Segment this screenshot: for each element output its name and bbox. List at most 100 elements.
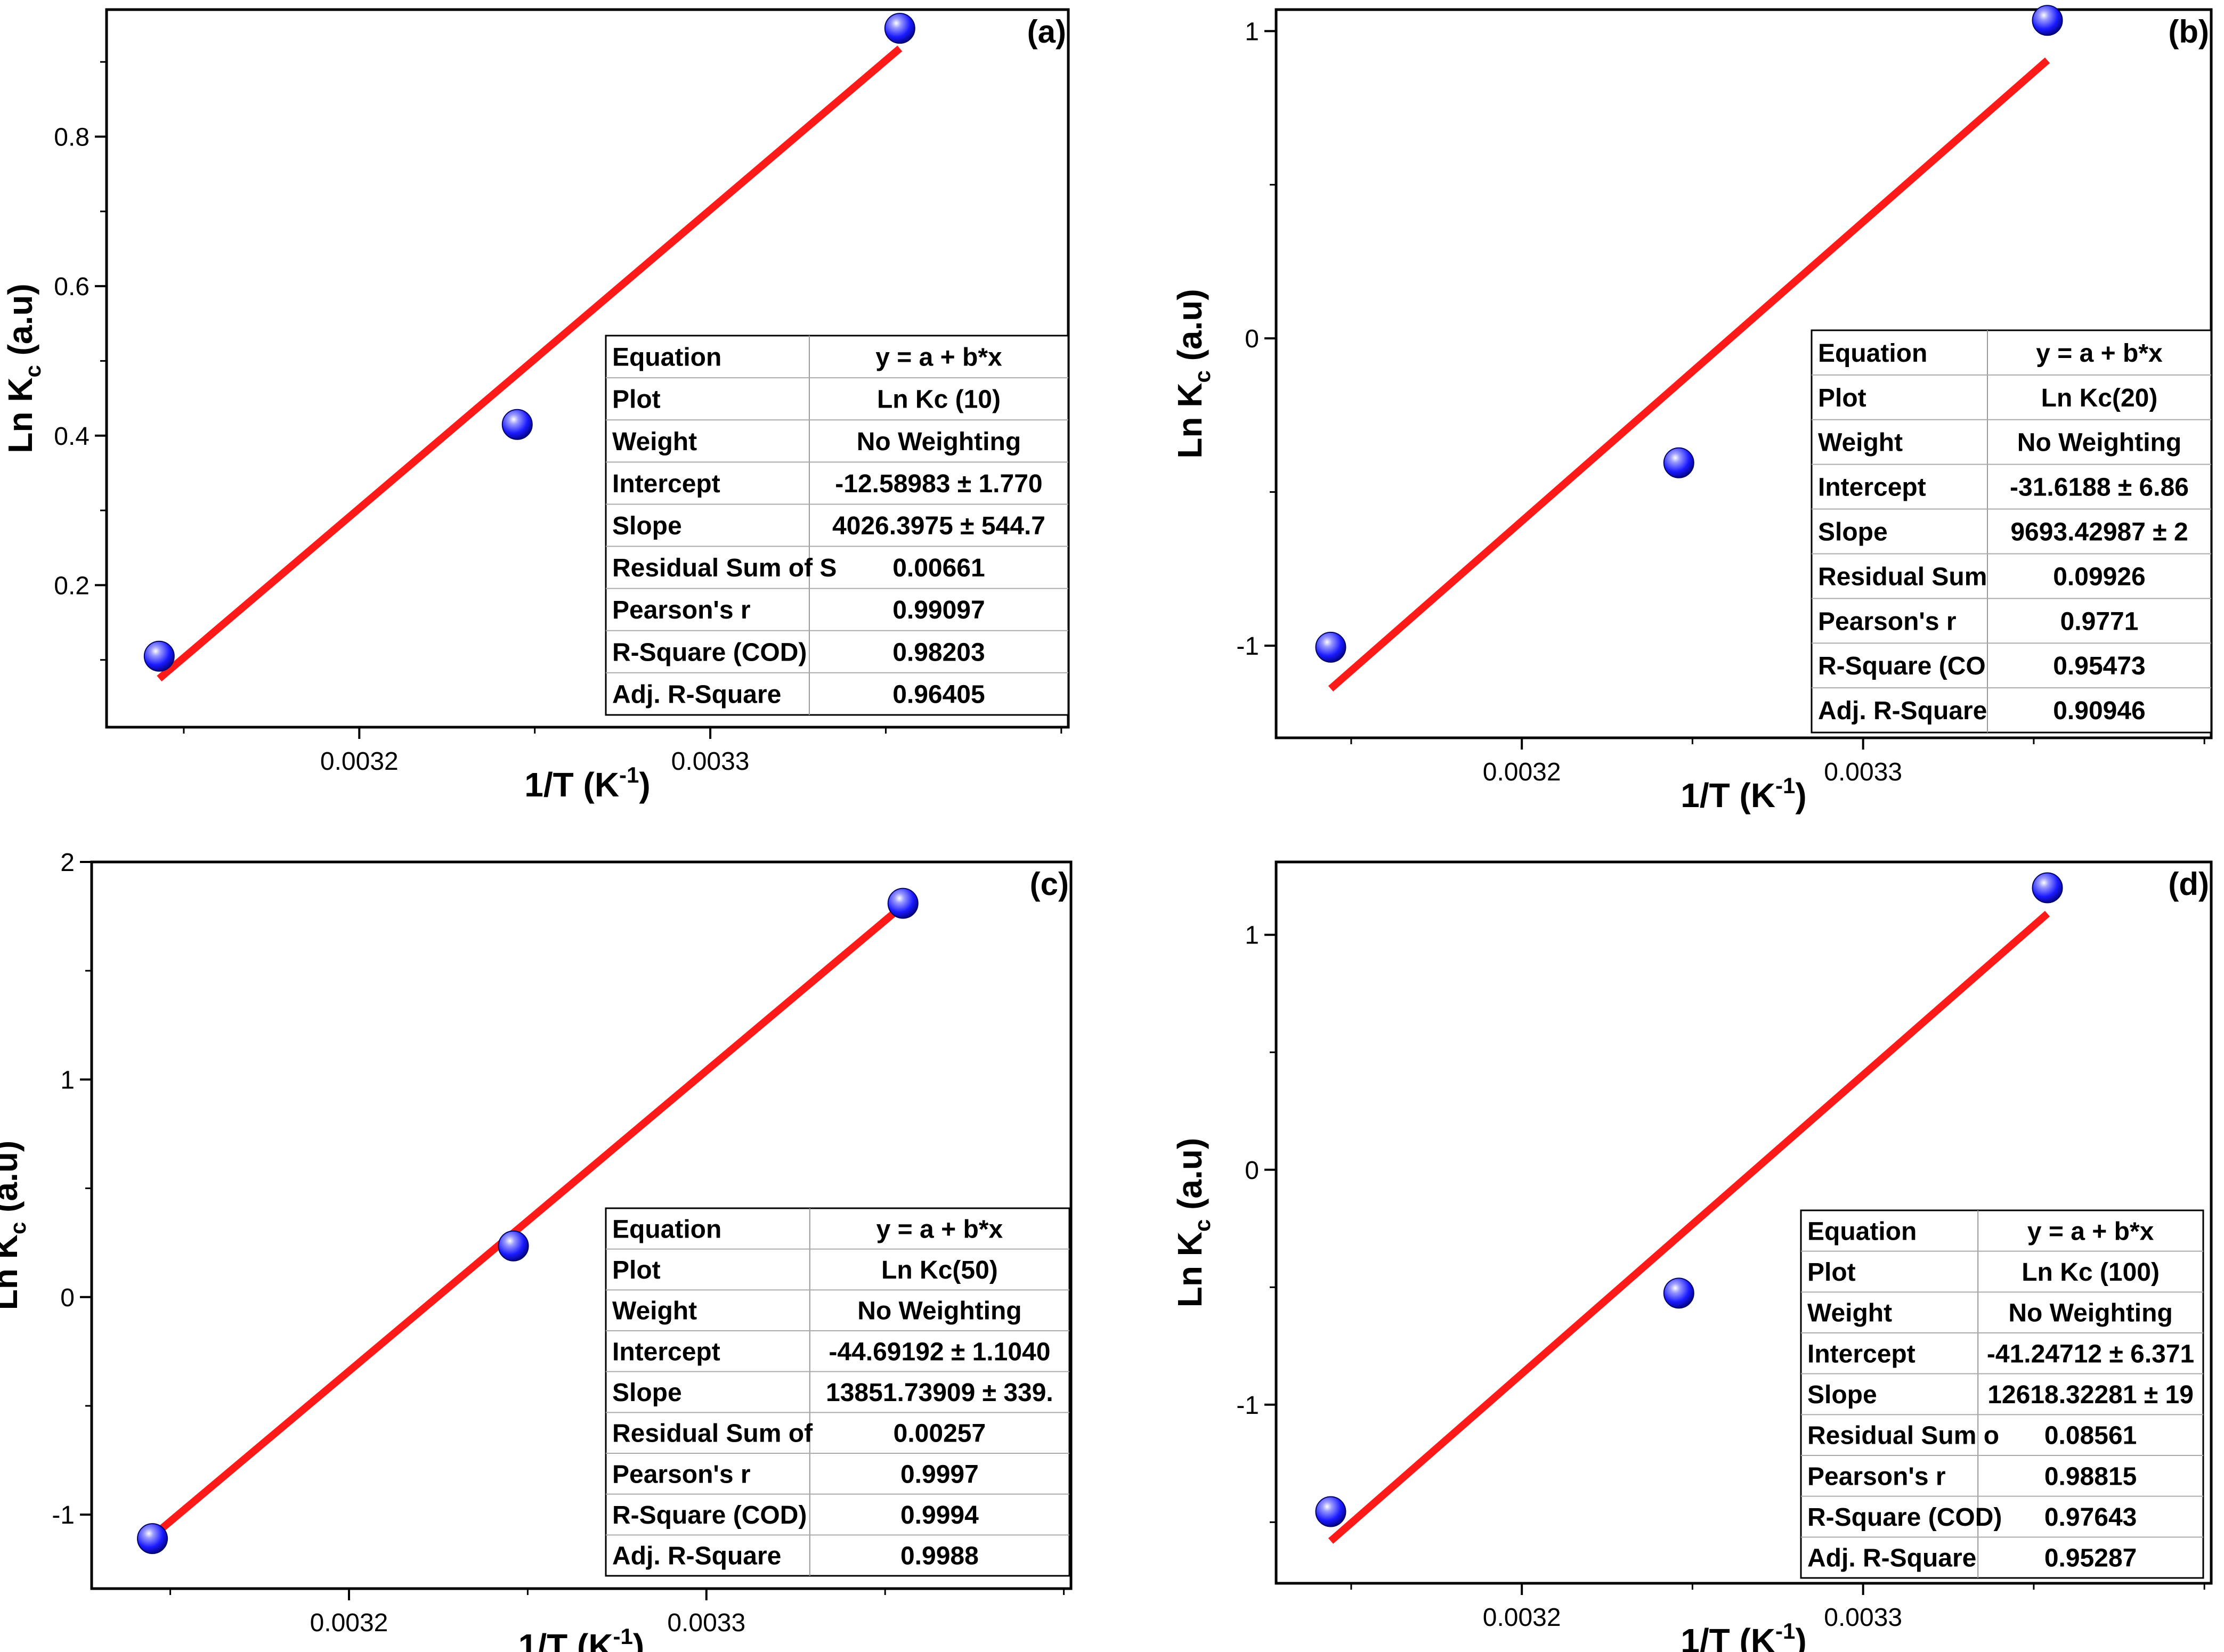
stats-table-value: Ln Kc (10) bbox=[877, 386, 1001, 414]
stats-table-key: Slope bbox=[612, 1379, 682, 1407]
y-axis-title: Ln Kc (a.u) bbox=[1171, 1138, 1215, 1307]
x-axis-title: 1/T (K-1) bbox=[518, 1624, 644, 1652]
stats-table-key: R-Square (COD) bbox=[1807, 1503, 2002, 1532]
stats-table: Equation y = a + b*x Plot Ln Kc(20) Weight No… bbox=[1811, 329, 2212, 734]
y-tick-label: 0.4 bbox=[54, 422, 90, 451]
stats-table-key: Plot bbox=[612, 1256, 661, 1284]
stats-table-value: 0.98815 bbox=[2044, 1462, 2137, 1491]
chart-panel-a: 0.0032 0.0033 0.2 0.4 0.6 0.8 1/T (K-1) Ln Kc (… bbox=[1, 8, 1070, 804]
y-tick-label: 1 bbox=[1245, 922, 1259, 950]
stats-table-key: Weight bbox=[612, 428, 697, 456]
y-tick-label: 0.6 bbox=[54, 273, 90, 301]
stats-table-key: Intercept bbox=[612, 470, 720, 498]
stats-table-key: Pearson's r bbox=[1807, 1462, 1946, 1491]
y-tick-label: -1 bbox=[1236, 1391, 1259, 1420]
stats-table-value: No Weighting bbox=[857, 1297, 1021, 1325]
stats-table-value: No Weighting bbox=[857, 428, 1021, 456]
chart-panel-b: 0.0032 0.0033 -1 0 1 1/T (K-1) Ln Kc (a.u) (b) E… bbox=[1171, 5, 2213, 815]
stats-table-key: Adj. R-Square bbox=[1818, 697, 1987, 725]
stats-table-value: 0.09926 bbox=[2053, 563, 2146, 591]
stats-table-key: Plot bbox=[612, 386, 661, 414]
stats-table-value: 0.00257 bbox=[894, 1420, 986, 1448]
stats-table-key: Adj. R-Square bbox=[1807, 1544, 1976, 1573]
stats-table-value: 0.98203 bbox=[892, 638, 985, 666]
data-point bbox=[498, 1230, 529, 1262]
stats-table-key: Residual Sum of bbox=[612, 1420, 813, 1448]
stats-table-key: Pearson's r bbox=[1818, 607, 1957, 636]
x-tick-label: 0.0033 bbox=[671, 747, 750, 776]
stats-table: Equation y = a + b*x Plot Ln Kc(50) Weight No… bbox=[605, 1207, 1070, 1577]
stats-table: Equation y = a + b*x Plot Ln Kc (10) Weight N… bbox=[605, 335, 1069, 716]
x-tick-label: 0.0032 bbox=[320, 747, 399, 776]
stats-table-value: Ln Kc (100) bbox=[2022, 1258, 2160, 1287]
stats-table-value: 13851.73909 ± 339. bbox=[826, 1379, 1053, 1407]
stats-table-value: -12.58983 ± 1.770 bbox=[835, 470, 1042, 498]
stats-table-value: y = a + b*x bbox=[2036, 339, 2163, 368]
stats-table-value: y = a + b*x bbox=[2027, 1217, 2154, 1246]
stats-table-key: Equation bbox=[612, 1215, 721, 1243]
stats-table-key: R-Square (CO bbox=[1818, 652, 1986, 680]
stats-table-value: 0.99097 bbox=[892, 596, 985, 624]
stats-table-frame bbox=[605, 335, 1069, 716]
stats-table-frame bbox=[605, 1207, 1070, 1577]
stats-table-value: 0.96405 bbox=[892, 680, 985, 709]
stats-table-key: Weight bbox=[1807, 1299, 1892, 1328]
x-tick-label: 0.0033 bbox=[1824, 1604, 1902, 1632]
y-axis-title: Ln Kc (a.u) bbox=[1171, 289, 1215, 458]
stats-table-value: No Weighting bbox=[2008, 1299, 2172, 1328]
stats-table-key: Residual Sum bbox=[1818, 563, 1987, 591]
plot-frame bbox=[90, 860, 1073, 1590]
stats-table-key: Slope bbox=[612, 512, 682, 540]
panel-label: (a) bbox=[1027, 14, 1066, 50]
x-axis-title: 1/T (K-1) bbox=[1681, 773, 1806, 815]
data-point bbox=[501, 409, 533, 440]
stats-table-value: 9693.42987 ± 2 bbox=[2010, 518, 2188, 547]
fit-line bbox=[1328, 57, 2050, 691]
stats-table-value: Ln Kc(50) bbox=[881, 1256, 998, 1284]
stats-table-value: 0.9988 bbox=[900, 1542, 979, 1570]
stats-table-value: 0.9994 bbox=[900, 1501, 979, 1529]
stats-table-key: Weight bbox=[1818, 429, 1903, 457]
data-point bbox=[1315, 1496, 1346, 1527]
y-tick-label: -1 bbox=[1236, 632, 1259, 661]
y-tick-label: 0.2 bbox=[54, 572, 90, 600]
data-point bbox=[1663, 447, 1694, 478]
y-tick-label: 1 bbox=[1245, 18, 1259, 46]
data-point bbox=[887, 888, 919, 919]
stats-table-value: 0.97643 bbox=[2044, 1503, 2137, 1532]
y-tick-label: 0 bbox=[1245, 325, 1259, 353]
stats-table-key: Adj. R-Square bbox=[612, 1542, 781, 1570]
stats-table-key: Residual Sum o bbox=[1807, 1422, 1999, 1450]
stats-table-value: 0.95473 bbox=[2053, 652, 2146, 680]
panel-label: (b) bbox=[2168, 14, 2209, 50]
stats-table-key: Pearson's r bbox=[612, 1460, 751, 1488]
panel-label: (d) bbox=[2168, 866, 2209, 902]
stats-table-key: Intercept bbox=[612, 1338, 720, 1366]
stats-table-frame bbox=[1811, 329, 2212, 734]
stats-table-value: y = a + b*x bbox=[876, 1215, 1003, 1243]
x-tick-label: 0.0033 bbox=[667, 1609, 745, 1637]
panel-label: (c) bbox=[1030, 866, 1069, 902]
fit-line bbox=[1328, 910, 2050, 1544]
y-tick-label: 2 bbox=[60, 849, 75, 877]
stats-table-key: Weight bbox=[612, 1297, 697, 1325]
y-tick-label: 0 bbox=[1245, 1157, 1259, 1185]
y-axis-title: Ln Kc (a.u) bbox=[1, 283, 45, 453]
stats-table: Equation y = a + b*x Plot Ln Kc (100) Weight… bbox=[1800, 1209, 2204, 1579]
chart-panel-c: 0.0032 0.0033 -1 0 1 2 1/T (K-1) Ln Kc (a.u) (c)… bbox=[0, 849, 1073, 1652]
stats-table-value: 0.08561 bbox=[2044, 1422, 2137, 1450]
data-point bbox=[884, 13, 915, 44]
stats-table-key: Intercept bbox=[1807, 1340, 1915, 1368]
y-tick-label: -1 bbox=[52, 1501, 75, 1529]
stats-table-key: Slope bbox=[1818, 518, 1888, 547]
x-axis-title: 1/T (K-1) bbox=[1681, 1618, 1806, 1652]
data-point bbox=[1315, 631, 1346, 663]
x-tick-label: 0.0033 bbox=[1824, 758, 1902, 786]
stats-table-key: R-Square (COD) bbox=[612, 638, 807, 666]
x-tick-label: 0.0032 bbox=[1483, 1604, 1561, 1632]
data-point bbox=[2032, 5, 2063, 36]
stats-table-value: No Weighting bbox=[2017, 429, 2181, 457]
stats-table-value: 0.95287 bbox=[2044, 1544, 2137, 1573]
x-axis-title: 1/T (K-1) bbox=[524, 762, 650, 804]
